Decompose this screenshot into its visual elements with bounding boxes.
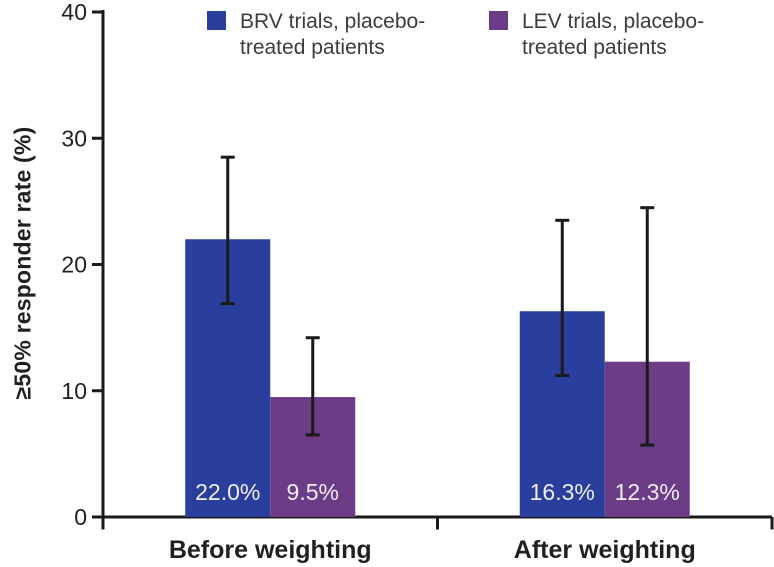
legend-label-lev-line1: LEV trials, placebo- bbox=[522, 10, 705, 33]
legend-item-lev: LEV trials, placebo- treated patients bbox=[489, 9, 704, 61]
y-tick-label-20: 20 bbox=[61, 252, 87, 278]
legend-item-brv: BRV trials, placebo- treated patients bbox=[207, 9, 425, 61]
category-label-before-weighting: Before weighting bbox=[169, 536, 372, 564]
lev-legend-swatch-icon bbox=[489, 11, 508, 30]
y-axis-title: ≥50% responder rate (%) bbox=[9, 126, 36, 400]
legend-label-lev-line2: treated patients bbox=[522, 36, 667, 59]
legend-label-brv-line2: treated patients bbox=[240, 36, 385, 59]
brv-legend-swatch-icon bbox=[207, 11, 226, 30]
category-label-after-weighting: After weighting bbox=[514, 536, 696, 564]
y-tick-label-30: 30 bbox=[61, 125, 87, 151]
legend-label-lev: LEV trials, placebo- treated patients bbox=[522, 9, 704, 61]
legend-label-brv-line1: BRV trials, placebo- bbox=[240, 10, 426, 33]
bar-value-label-lev-before-weighting: 9.5% bbox=[287, 479, 339, 505]
y-tick-label-40: 40 bbox=[61, 0, 87, 25]
y-tick-label-10: 10 bbox=[61, 378, 87, 404]
legend-label-brv: BRV trials, placebo- treated patients bbox=[240, 9, 425, 61]
bar-value-label-lev-after-weighting: 12.3% bbox=[615, 479, 680, 505]
legend: BRV trials, placebo- treated patients LE… bbox=[0, 0, 774, 60]
bar-value-label-brv-before-weighting: 22.0% bbox=[195, 479, 260, 505]
y-tick-label-0: 0 bbox=[74, 504, 87, 530]
bar-value-label-brv-after-weighting: 16.3% bbox=[530, 479, 595, 505]
